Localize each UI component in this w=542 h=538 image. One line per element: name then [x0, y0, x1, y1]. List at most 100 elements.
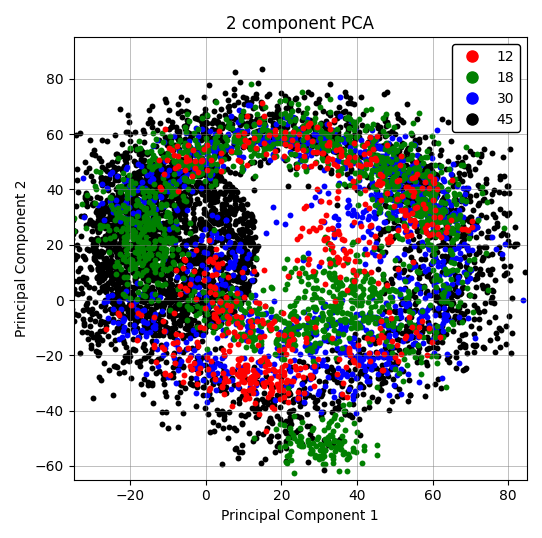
- 45: [126, 179, 134, 188]
- 18: [403, 361, 412, 370]
- 30: [359, 355, 367, 363]
- 18: [315, 452, 324, 461]
- 18: [122, 190, 131, 199]
- 18: [305, 310, 314, 319]
- 18: [283, 338, 292, 347]
- 30: [271, 396, 280, 405]
- 18: [254, 151, 262, 160]
- 18: [358, 458, 366, 467]
- 45: [493, 334, 501, 342]
- 45: [251, 245, 260, 253]
- 18: [308, 284, 317, 292]
- 45: [210, 324, 219, 332]
- 30: [117, 305, 126, 313]
- 45: [329, 129, 338, 138]
- 12: [325, 119, 333, 128]
- 45: [180, 188, 189, 196]
- 45: [446, 304, 455, 313]
- 18: [153, 216, 162, 224]
- 45: [158, 219, 167, 228]
- 30: [370, 193, 378, 201]
- 45: [138, 208, 146, 217]
- 45: [128, 251, 137, 259]
- 45: [283, 133, 292, 142]
- 12: [305, 226, 313, 235]
- 45: [211, 316, 220, 325]
- 45: [163, 256, 172, 264]
- 45: [191, 326, 200, 335]
- 45: [215, 409, 223, 418]
- 45: [112, 157, 121, 166]
- 12: [234, 360, 243, 369]
- 30: [160, 327, 169, 336]
- 45: [121, 236, 130, 244]
- 18: [335, 337, 344, 345]
- 30: [361, 365, 370, 374]
- 45: [172, 158, 180, 167]
- 45: [500, 261, 508, 270]
- 18: [333, 294, 342, 303]
- 45: [117, 309, 126, 318]
- 45: [159, 229, 167, 238]
- 18: [128, 259, 137, 268]
- 18: [392, 169, 401, 178]
- 30: [333, 214, 342, 223]
- 45: [58, 277, 67, 286]
- 45: [438, 258, 447, 266]
- 45: [411, 259, 420, 268]
- 30: [466, 228, 474, 237]
- 30: [351, 154, 359, 163]
- 30: [283, 119, 292, 128]
- 45: [167, 252, 176, 260]
- 45: [242, 285, 250, 294]
- 45: [293, 412, 301, 421]
- 45: [208, 216, 216, 225]
- 45: [104, 175, 112, 183]
- 12: [407, 186, 416, 194]
- 45: [384, 177, 392, 186]
- 30: [453, 214, 461, 222]
- 45: [324, 145, 332, 153]
- 18: [386, 293, 395, 302]
- 18: [234, 321, 243, 330]
- 45: [145, 258, 154, 267]
- 45: [491, 276, 500, 285]
- 18: [276, 314, 285, 323]
- 18: [156, 200, 165, 209]
- 12: [386, 314, 395, 322]
- 45: [117, 305, 125, 313]
- 45: [211, 211, 220, 220]
- 18: [403, 187, 412, 196]
- 45: [207, 144, 215, 153]
- 45: [133, 204, 141, 213]
- 45: [186, 196, 195, 205]
- 45: [196, 301, 204, 310]
- 30: [366, 340, 375, 349]
- 45: [240, 295, 248, 303]
- 45: [192, 282, 201, 291]
- 45: [487, 293, 496, 302]
- 45: [137, 256, 145, 264]
- 45: [109, 232, 118, 240]
- 45: [112, 248, 121, 257]
- 45: [283, 95, 292, 104]
- 45: [255, 126, 263, 135]
- 30: [289, 139, 298, 148]
- 12: [393, 357, 402, 365]
- 30: [236, 239, 244, 248]
- 45: [421, 187, 429, 196]
- 45: [252, 246, 261, 254]
- 30: [139, 197, 148, 206]
- 30: [109, 318, 118, 327]
- 45: [387, 176, 396, 185]
- 30: [448, 213, 456, 221]
- 45: [237, 201, 246, 210]
- 30: [430, 224, 439, 232]
- 12: [334, 187, 343, 195]
- 18: [201, 176, 209, 185]
- 45: [505, 240, 514, 249]
- 45: [137, 294, 145, 302]
- 18: [395, 323, 403, 332]
- 45: [224, 226, 233, 235]
- 45: [159, 265, 167, 274]
